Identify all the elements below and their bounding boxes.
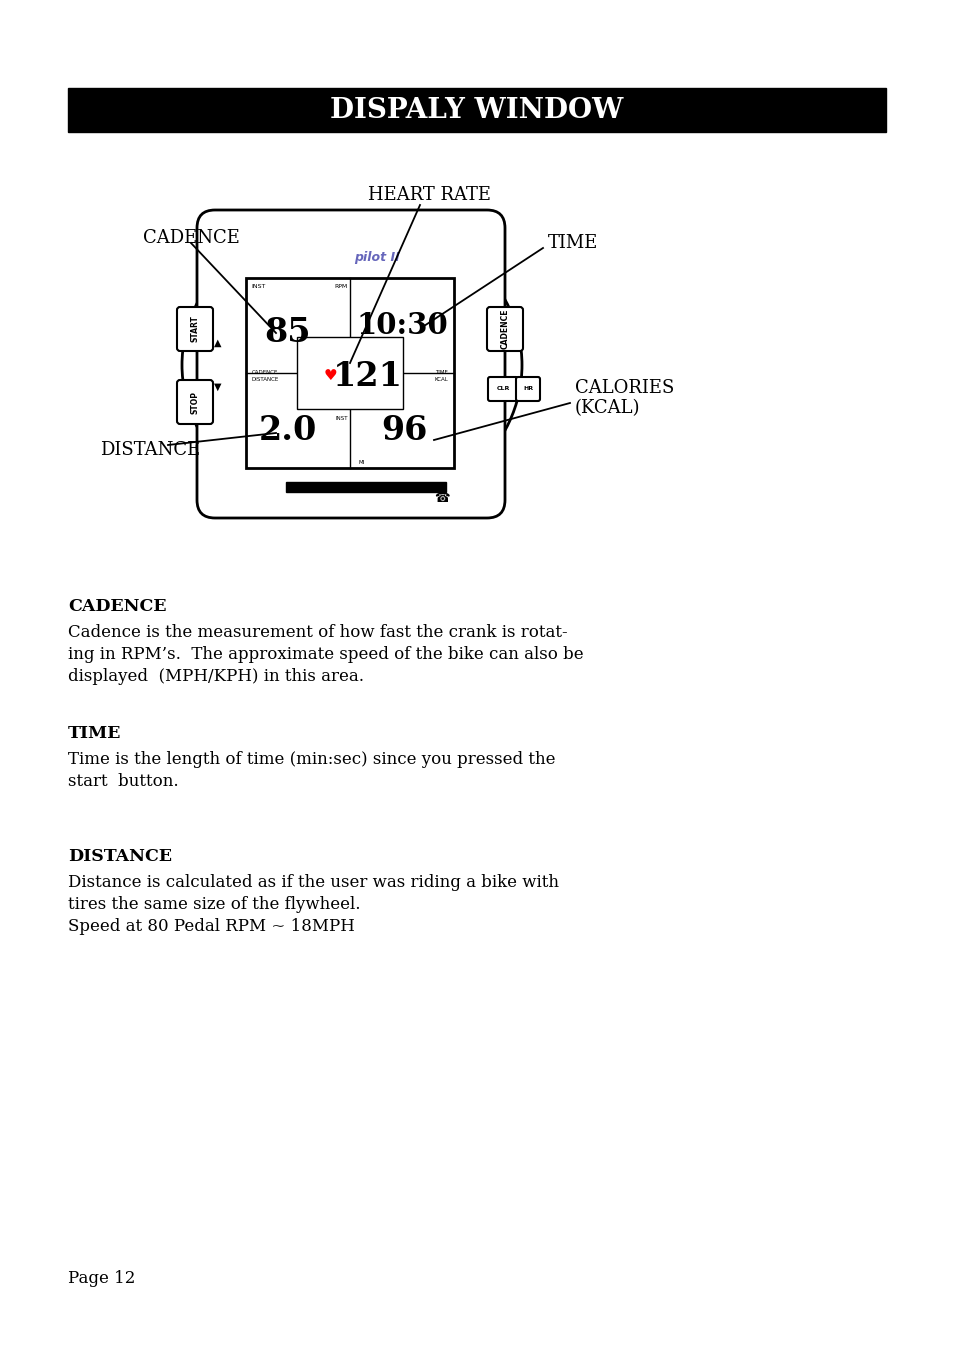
- Bar: [68, 88, 885, 131]
- Text: 10:30: 10:30: [355, 311, 447, 340]
- FancyBboxPatch shape: [516, 376, 539, 401]
- Text: START: START: [191, 315, 199, 343]
- FancyBboxPatch shape: [488, 376, 517, 401]
- Text: displayed  (MPH/KPH) in this area.: displayed (MPH/KPH) in this area.: [68, 668, 364, 685]
- FancyBboxPatch shape: [177, 380, 213, 424]
- Text: TIME: TIME: [547, 234, 598, 252]
- Ellipse shape: [182, 215, 521, 515]
- Text: 121: 121: [333, 360, 402, 393]
- Text: ing in RPM’s.  The approximate speed of the bike can also be: ing in RPM’s. The approximate speed of t…: [68, 646, 583, 663]
- Text: TIME
KCAL: TIME KCAL: [434, 370, 448, 382]
- Text: pilot II: pilot II: [354, 252, 399, 264]
- Text: CADENCE: CADENCE: [500, 309, 509, 349]
- Text: ▼: ▼: [214, 382, 221, 393]
- Text: DISTANCE: DISTANCE: [68, 848, 172, 865]
- Text: HR: HR: [522, 386, 533, 391]
- Text: RPM: RPM: [335, 284, 348, 290]
- Text: STOP: STOP: [191, 390, 199, 413]
- Text: start  button.: start button.: [68, 773, 178, 789]
- Bar: [286, 482, 446, 492]
- Text: INST: INST: [251, 284, 265, 290]
- Text: DISTANCE: DISTANCE: [100, 441, 200, 459]
- Text: TIME: TIME: [68, 724, 121, 742]
- Text: CADENCE: CADENCE: [68, 598, 167, 615]
- FancyBboxPatch shape: [177, 307, 213, 351]
- Text: CALORIES
(KCAL): CALORIES (KCAL): [575, 379, 674, 417]
- Text: Speed at 80 Pedal RPM ~ 18MPH: Speed at 80 Pedal RPM ~ 18MPH: [68, 918, 355, 936]
- Text: 96: 96: [380, 413, 427, 447]
- Text: HEART RATE: HEART RATE: [368, 185, 491, 204]
- Text: CLR: CLR: [496, 386, 509, 391]
- Text: 2.0: 2.0: [258, 413, 316, 447]
- Bar: [296, 337, 402, 409]
- Text: INST: INST: [335, 416, 348, 421]
- Text: ☎: ☎: [434, 492, 450, 505]
- FancyBboxPatch shape: [486, 307, 522, 351]
- Text: Page 12: Page 12: [68, 1270, 135, 1288]
- Text: DISPALY WINDOW: DISPALY WINDOW: [330, 96, 623, 123]
- Text: 85: 85: [265, 317, 311, 349]
- FancyBboxPatch shape: [196, 210, 504, 519]
- Text: CADENCE: CADENCE: [143, 229, 239, 246]
- Text: Time is the length of time (min:sec) since you pressed the: Time is the length of time (min:sec) sin…: [68, 751, 555, 768]
- Text: Cadence is the measurement of how fast the crank is rotat-: Cadence is the measurement of how fast t…: [68, 624, 567, 640]
- Text: ▲: ▲: [214, 338, 221, 348]
- Text: Distance is calculated as if the user was riding a bike with: Distance is calculated as if the user wa…: [68, 873, 558, 891]
- Text: CADENCE
DISTANCE: CADENCE DISTANCE: [252, 370, 279, 382]
- Text: MI: MI: [358, 459, 365, 464]
- Text: tires the same size of the flywheel.: tires the same size of the flywheel.: [68, 896, 360, 913]
- Text: ♥: ♥: [323, 368, 336, 383]
- Bar: [246, 278, 454, 468]
